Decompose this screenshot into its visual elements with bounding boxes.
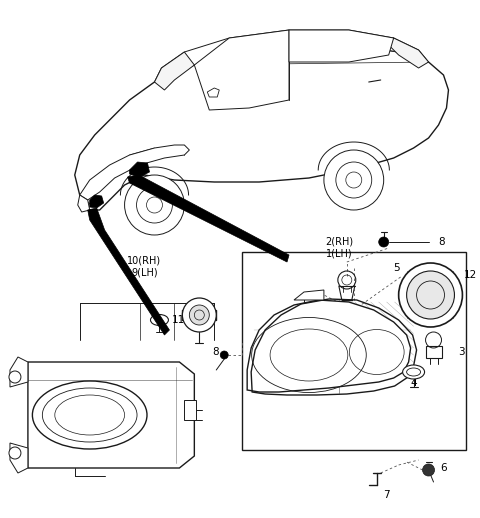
Circle shape bbox=[324, 150, 384, 210]
Polygon shape bbox=[155, 30, 429, 82]
Circle shape bbox=[189, 305, 209, 325]
Circle shape bbox=[407, 271, 455, 319]
Ellipse shape bbox=[403, 365, 424, 379]
Polygon shape bbox=[128, 175, 289, 262]
Polygon shape bbox=[294, 290, 324, 300]
Text: 7: 7 bbox=[384, 490, 390, 500]
Bar bbox=[426, 346, 442, 358]
Polygon shape bbox=[194, 30, 289, 110]
Text: 2(RH)
1(LH): 2(RH) 1(LH) bbox=[325, 236, 353, 258]
Text: 5: 5 bbox=[394, 263, 400, 273]
Text: 3: 3 bbox=[458, 347, 465, 357]
Polygon shape bbox=[130, 162, 149, 177]
Text: 8: 8 bbox=[439, 237, 445, 247]
Ellipse shape bbox=[151, 314, 168, 325]
Polygon shape bbox=[90, 195, 104, 208]
Ellipse shape bbox=[32, 381, 147, 449]
Text: 4: 4 bbox=[410, 378, 417, 388]
Polygon shape bbox=[28, 362, 194, 468]
Circle shape bbox=[379, 237, 389, 247]
Polygon shape bbox=[78, 195, 90, 212]
Polygon shape bbox=[207, 88, 219, 97]
Text: 8: 8 bbox=[212, 347, 219, 357]
Bar bbox=[184, 400, 196, 420]
Circle shape bbox=[136, 187, 172, 223]
Polygon shape bbox=[155, 52, 194, 90]
Polygon shape bbox=[10, 443, 28, 473]
Circle shape bbox=[9, 371, 21, 383]
Polygon shape bbox=[389, 38, 429, 68]
Circle shape bbox=[9, 447, 21, 459]
Polygon shape bbox=[80, 145, 189, 200]
Polygon shape bbox=[289, 30, 394, 62]
Text: 10(RH)
9(LH): 10(RH) 9(LH) bbox=[128, 255, 162, 277]
Polygon shape bbox=[247, 300, 410, 392]
Polygon shape bbox=[10, 357, 28, 387]
Bar bbox=[242, 252, 467, 450]
Circle shape bbox=[125, 175, 184, 235]
Circle shape bbox=[422, 464, 434, 476]
Polygon shape bbox=[88, 208, 169, 335]
Text: 11: 11 bbox=[171, 315, 185, 325]
Circle shape bbox=[182, 298, 216, 332]
Text: 12: 12 bbox=[463, 270, 477, 280]
Text: 6: 6 bbox=[441, 463, 447, 473]
Circle shape bbox=[399, 263, 462, 327]
Circle shape bbox=[336, 162, 372, 198]
Polygon shape bbox=[75, 45, 448, 210]
Circle shape bbox=[220, 351, 228, 359]
